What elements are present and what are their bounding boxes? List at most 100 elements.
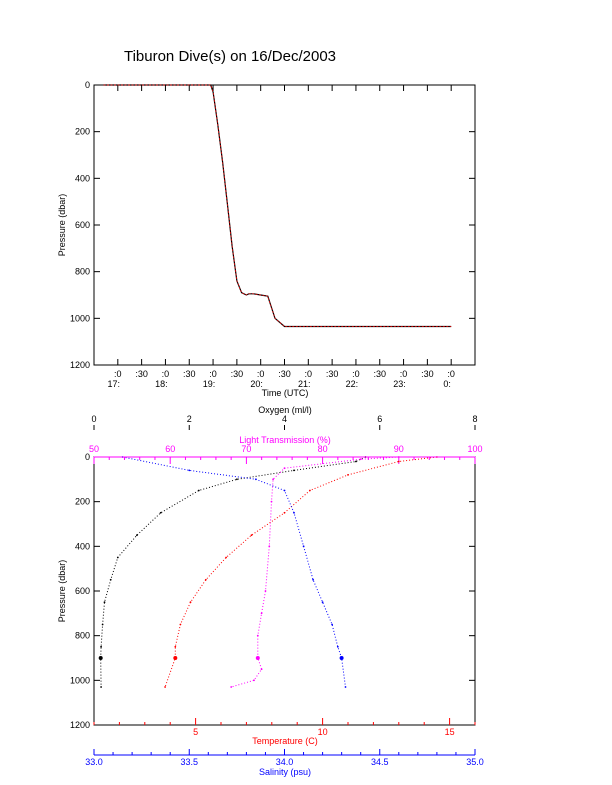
oxygen-tick-label: 6 xyxy=(377,414,382,424)
salinity-point xyxy=(283,489,286,492)
ctd-profile-ylabel: Pressure (dbar) xyxy=(57,560,67,623)
oxygen-point xyxy=(116,556,119,559)
dive-xtick-major-label: 22: xyxy=(346,379,359,389)
oxygen-point xyxy=(103,601,106,604)
dive-xtick-minor-label: :0 xyxy=(400,369,408,379)
temperature-tick-label: 10 xyxy=(318,727,328,737)
temperature-point xyxy=(173,656,178,660)
salinity-axis-label: Salinity (psu) xyxy=(259,767,311,777)
salinity-tick-label: 33.0 xyxy=(85,757,103,767)
temperature-point xyxy=(397,460,400,463)
salinity-point xyxy=(331,623,333,626)
light-axis-label: Light Transmission (%) xyxy=(239,435,331,445)
temperature-point xyxy=(204,578,207,581)
salinity-point xyxy=(344,686,347,688)
dive-xtick-minor-label: :30 xyxy=(183,369,196,379)
oxygen-axis-label: Oxygen (ml/l) xyxy=(258,405,312,415)
salinity-tick-label: 34.5 xyxy=(371,757,389,767)
salinity-point xyxy=(302,545,305,548)
temperature-point xyxy=(189,601,192,604)
dive-xtick-minor-label: :30 xyxy=(278,369,291,379)
dive-xtick-minor-label: :30 xyxy=(373,369,386,379)
oxygen-point xyxy=(159,511,162,514)
oxygen-point xyxy=(109,578,112,581)
dive-xtick-minor-label: :0 xyxy=(447,369,455,379)
salinity-point xyxy=(293,511,295,514)
light-point xyxy=(268,545,271,548)
light-point xyxy=(283,467,286,470)
salinity-point xyxy=(188,469,191,472)
temperature-point xyxy=(164,686,167,688)
dive-depth-line-overlay xyxy=(103,84,452,327)
dive-ytick-label: 800 xyxy=(75,267,90,277)
light-point xyxy=(260,612,263,615)
dive-xtick-minor-label: :30 xyxy=(421,369,434,379)
dive-xtick-major-label: 18: xyxy=(155,379,168,389)
temperature-point xyxy=(174,645,177,648)
light-point xyxy=(272,478,274,481)
dive-ytick-label: 1000 xyxy=(70,313,90,323)
temperature-point xyxy=(347,474,349,476)
oxygen-tick-label: 0 xyxy=(91,414,96,424)
salinity-point xyxy=(336,645,339,648)
light-point xyxy=(230,686,233,688)
dive-xtick-major-label: 19: xyxy=(203,379,216,389)
dive-xtick-minor-label: :0 xyxy=(114,369,122,379)
oxygen-point xyxy=(293,469,295,472)
ctd-ytick-label: 0 xyxy=(85,452,90,462)
ctd-ytick-label: 400 xyxy=(75,541,90,551)
light-tick-label: 90 xyxy=(394,444,404,454)
oxygen-point xyxy=(197,489,200,492)
light-tick-label: 100 xyxy=(467,444,482,454)
ctd-ytick-label: 1200 xyxy=(70,720,90,730)
oxygen-point xyxy=(236,478,238,481)
dive-xtick-minor-label: :30 xyxy=(231,369,244,379)
oxygen-point xyxy=(98,656,103,660)
dive-xtick-minor-label: :0 xyxy=(209,369,217,379)
light-tick-label: 50 xyxy=(89,444,99,454)
light-point xyxy=(260,668,263,671)
oxygen-point xyxy=(136,534,138,537)
temperature-point xyxy=(250,534,253,537)
light-tick-label: 80 xyxy=(318,444,328,454)
dive-profile-ylabel: Pressure (dbar) xyxy=(57,194,67,257)
light-point xyxy=(256,634,259,637)
temperature-point xyxy=(179,623,182,626)
temperature-tick-label: 5 xyxy=(193,727,198,737)
temperature-point xyxy=(309,489,311,492)
oxygen-profile-line xyxy=(100,456,366,688)
dive-ytick-label: 1200 xyxy=(70,360,90,370)
salinity-tick-label: 34.0 xyxy=(276,757,294,767)
light-point xyxy=(270,500,273,503)
ctd-ytick-label: 800 xyxy=(75,631,90,641)
light-point xyxy=(264,590,267,592)
light-tick-label: 70 xyxy=(241,444,251,454)
dive-xtick-minor-label: :0 xyxy=(352,369,360,379)
temperature-point xyxy=(283,511,286,514)
dive-xtick-minor-label: :0 xyxy=(305,369,313,379)
salinity-point xyxy=(255,478,257,481)
oxygen-tick-label: 8 xyxy=(472,414,477,424)
dive-ytick-label: 0 xyxy=(85,80,90,90)
dive-ytick-label: 400 xyxy=(75,173,90,183)
oxygen-point xyxy=(100,686,102,688)
temperature-profile-line xyxy=(164,456,437,688)
ctd-ytick-label: 1000 xyxy=(70,675,90,685)
dive-xtick-major-label: 21: xyxy=(298,379,311,389)
ctd-ytick-label: 600 xyxy=(75,586,90,596)
temperature-axis-label: Temperature (C) xyxy=(252,736,318,746)
dive-xtick-major-label: 17: xyxy=(108,379,121,389)
light-point xyxy=(255,656,260,660)
dive-xtick-minor-label: :30 xyxy=(135,369,148,379)
dive-profile-plot-frame xyxy=(93,84,476,366)
oxygen-point xyxy=(100,645,102,648)
oxygen-tick-label: 2 xyxy=(187,414,192,424)
temperature-tick-label: 15 xyxy=(445,727,455,737)
salinity-point xyxy=(321,601,324,604)
oxygen-point xyxy=(101,623,104,626)
dive-profile-xlabel: Time (UTC) xyxy=(262,388,309,398)
salinity-tick-label: 33.5 xyxy=(180,757,198,767)
salinity-profile-line xyxy=(122,456,346,688)
ctd-ytick-label: 200 xyxy=(75,497,90,507)
